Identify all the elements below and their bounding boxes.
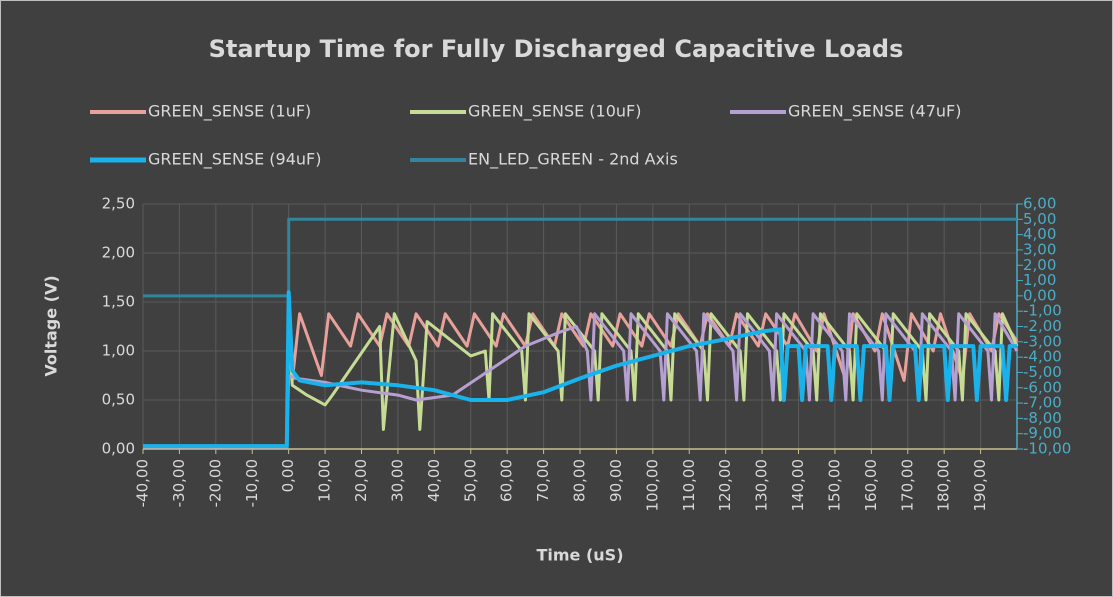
legend-label: GREEN_SENSE (1uF) [148,102,311,122]
y2-tick-label: -2,00 [1023,317,1062,335]
y2-tick-label: 5,00 [1023,210,1056,228]
x-axis-label: Time (uS) [536,546,623,565]
series-line [143,312,1019,448]
x-tick-label: 90,00 [607,459,625,502]
y2-tick-label: -6,00 [1023,378,1062,396]
legend-label: EN_LED_GREEN - 2nd Axis [468,150,678,170]
y2-tick-label: 1,00 [1023,271,1056,289]
y2-tick-label: -9,00 [1023,424,1062,442]
x-tick-label: 80,00 [571,459,589,502]
legend-label: GREEN_SENSE (10uF) [468,102,641,122]
y-tick-label: 0,50 [102,391,135,409]
y2-tick-label: -5,00 [1023,363,1062,381]
chart-title: Startup Time for Fully Discharged Capaci… [209,35,904,63]
y-axis-label: Voltage (V) [42,275,61,376]
x-tick-label: 170,00 [898,459,916,512]
x-tick-label: 110,00 [680,459,698,512]
y2-tick-label: 4,00 [1023,225,1056,243]
legend-label: GREEN_SENSE (94uF) [148,150,321,170]
x-tick-label: -20,00 [206,459,224,507]
x-tick-label: 40,00 [425,459,443,502]
y2-tick-label: -10,00 [1023,440,1071,458]
y2-tick-label: 2,00 [1023,256,1056,274]
x-tick-label: 150,00 [825,459,843,512]
x-tick-label: 120,00 [716,459,734,512]
x-tick-label: 140,00 [789,459,807,512]
x-tick-label: 50,00 [461,459,479,502]
y-tick-label: 2,50 [102,195,135,213]
y2-tick-label: 6,00 [1023,195,1056,213]
x-tick-label: 100,00 [643,459,661,512]
x-tick-label: 160,00 [862,459,880,512]
y2-tick-label: -7,00 [1023,394,1062,412]
y2-tick-label: 3,00 [1023,240,1056,258]
x-tick-label: 180,00 [935,459,953,512]
x-tick-label: 10,00 [316,459,334,502]
y-tick-label: 1,00 [102,342,135,360]
x-tick-label: -10,00 [243,459,261,507]
y2-tick-label: -3,00 [1023,332,1062,350]
x-tick-label: 60,00 [498,459,516,502]
series-line [143,217,1017,298]
x-tick-label: 30,00 [388,459,406,502]
x-tick-label: 0,00 [279,459,297,492]
y-tick-label: 1,50 [102,293,135,311]
legend-label: GREEN_SENSE (47uF) [788,102,961,122]
x-tick-label: 20,00 [352,459,370,502]
x-tick-label: 190,00 [971,459,989,512]
y2-tick-label: -8,00 [1023,409,1062,427]
x-tick-label: -30,00 [170,459,188,507]
y2-tick-label: -1,00 [1023,302,1062,320]
y2-tick-label: 0,00 [1023,286,1056,304]
x-tick-label: -40,00 [134,459,152,507]
x-tick-label: 70,00 [534,459,552,502]
y-tick-label: 0,00 [102,440,135,458]
y2-tick-label: -4,00 [1023,348,1062,366]
series-line [143,290,1017,449]
y-tick-label: 2,00 [102,244,135,262]
x-tick-label: 130,00 [753,459,771,512]
